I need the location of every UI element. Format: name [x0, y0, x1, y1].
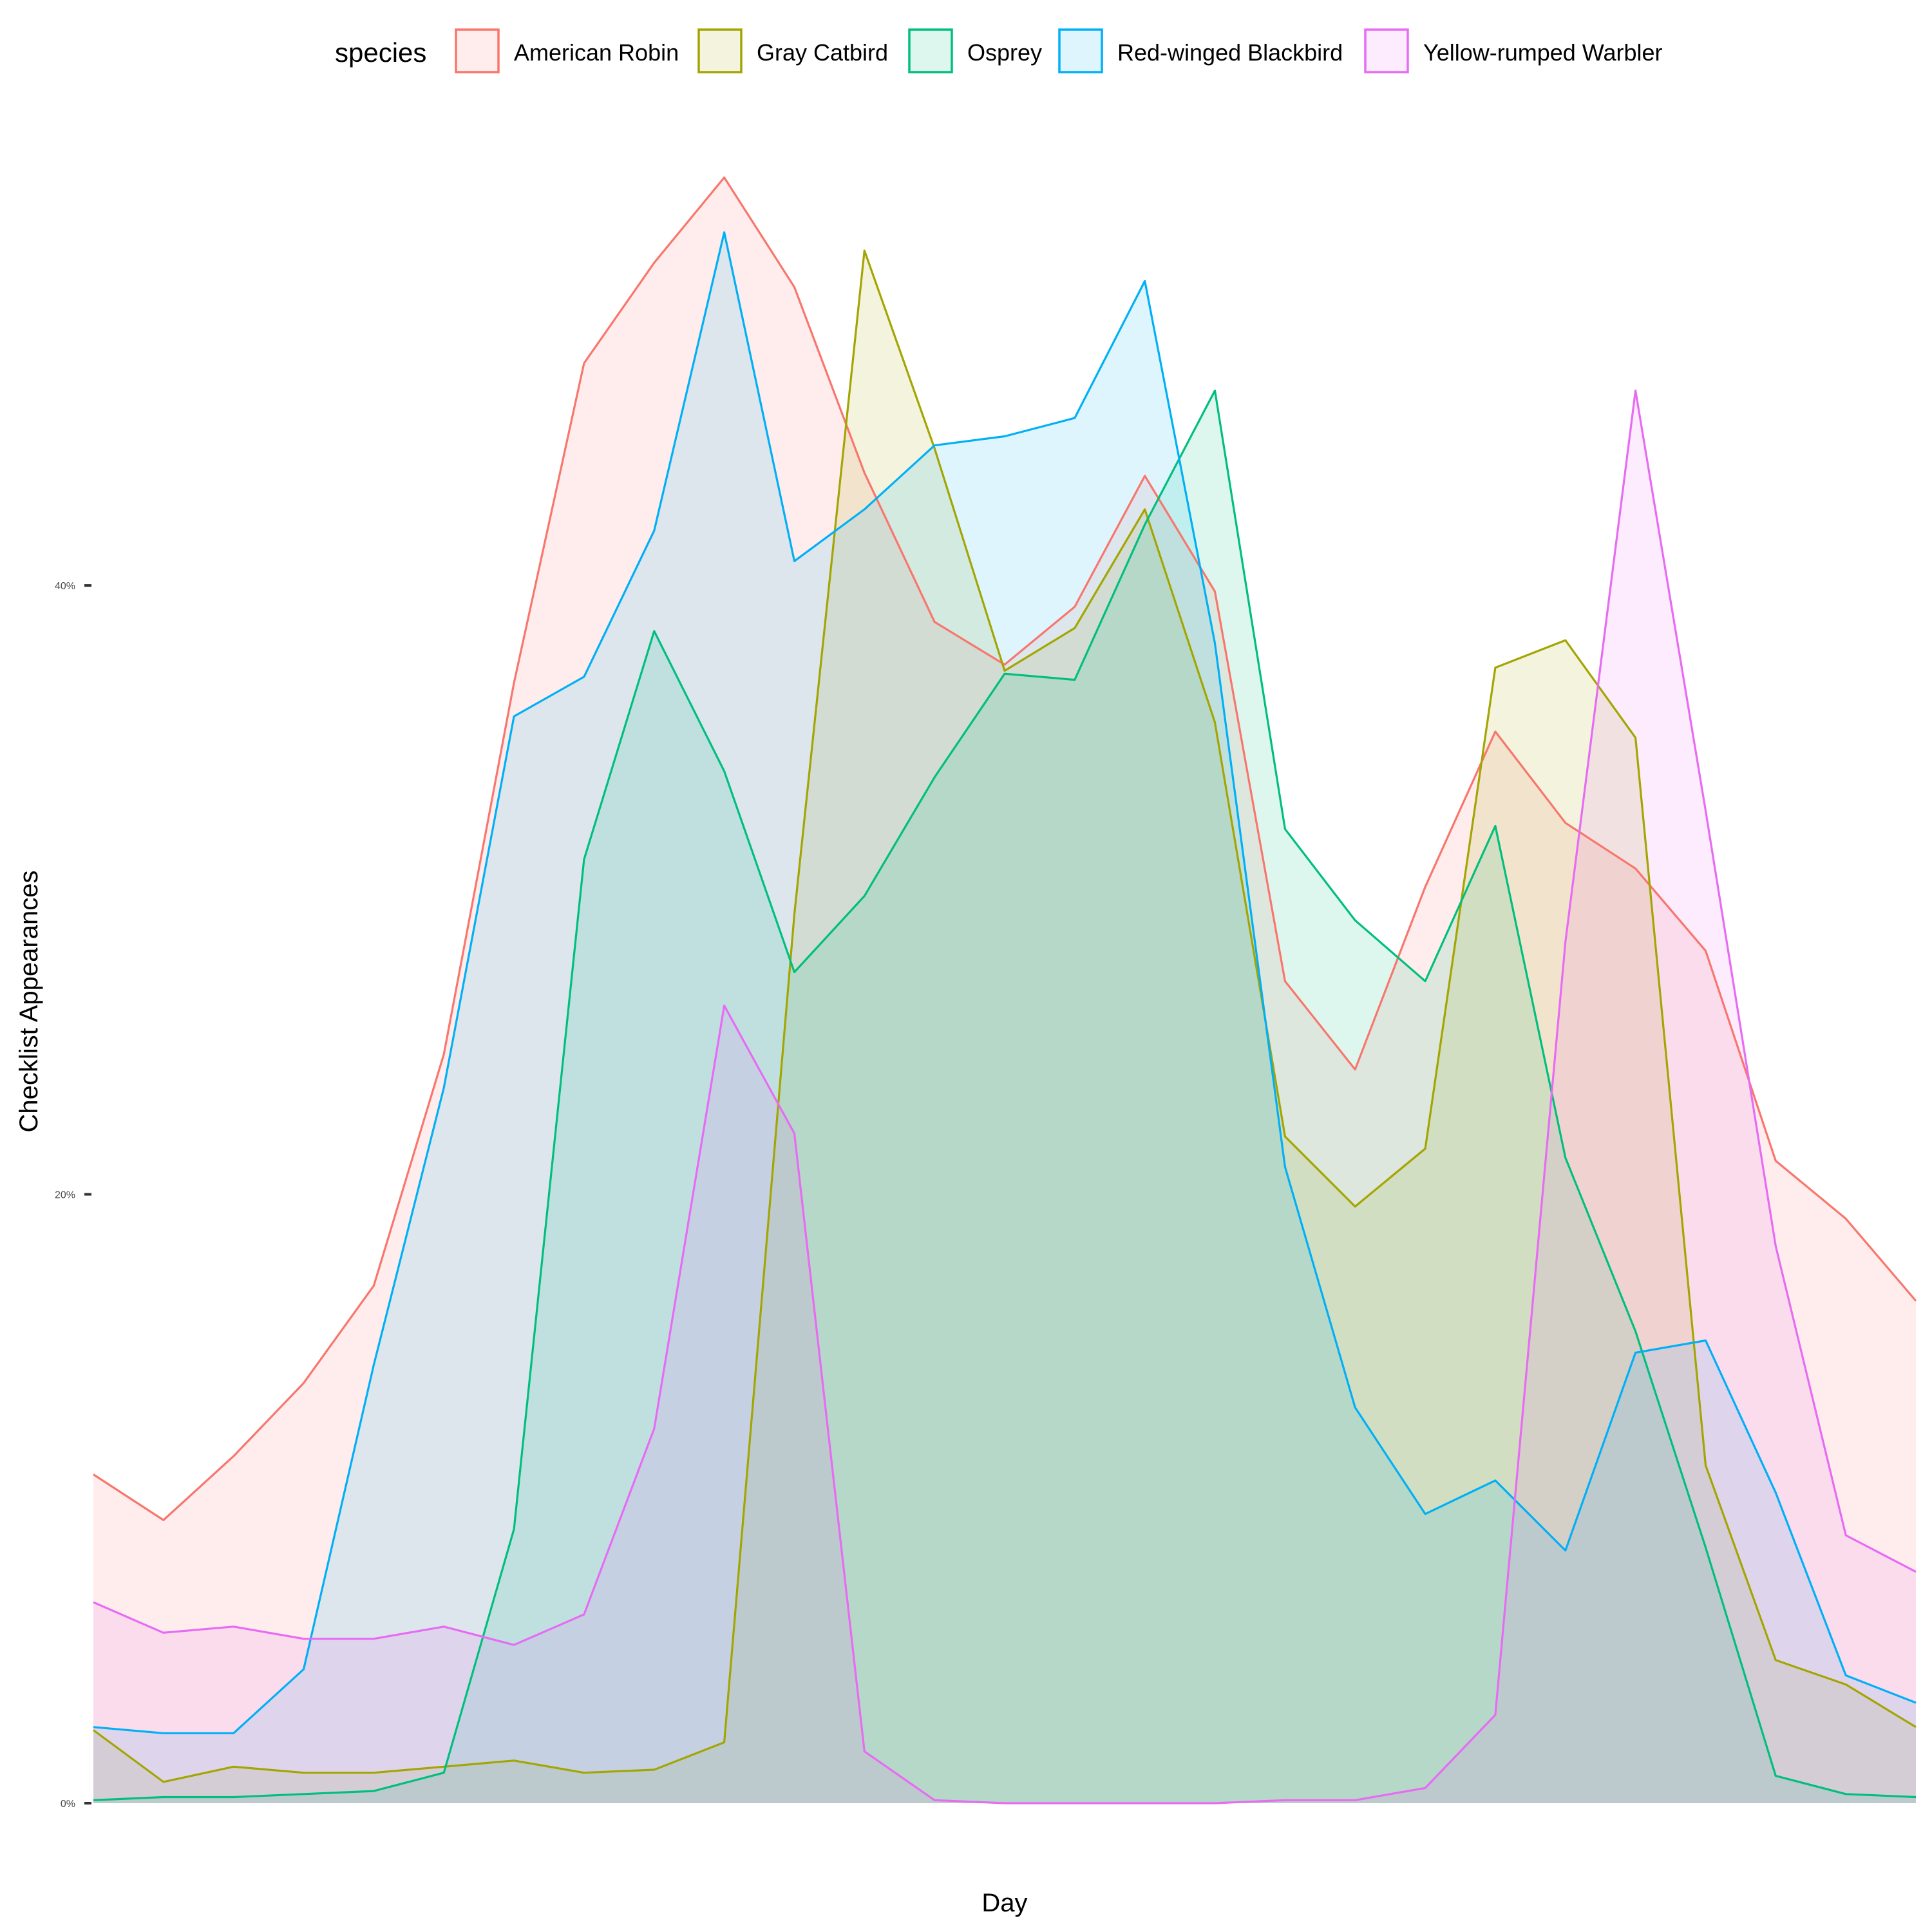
legend-key-gray-catbird — [697, 28, 743, 73]
legend-title: species — [335, 37, 426, 68]
y-axis: 0% 20% 40% — [55, 581, 91, 1810]
area-osprey — [93, 390, 1916, 1803]
line-american-robin — [93, 176, 1917, 1521]
legend-key-american-robin — [455, 28, 500, 73]
line-gray-catbird — [93, 249, 1917, 1783]
line-yellow-rumped-warbler — [93, 389, 1917, 1804]
legend-label-american-robin: American Robin — [514, 39, 679, 66]
y-tick-label: 20% — [55, 1190, 75, 1201]
legend-key-yellow-rumped-warbler — [1364, 28, 1409, 73]
legend-label-gray-catbird: Gray Catbird — [757, 39, 888, 66]
legend-label-osprey: Osprey — [967, 39, 1042, 66]
line-osprey — [93, 389, 1917, 1801]
area-red-winged-blackbird — [93, 232, 1916, 1804]
legend-key-osprey — [908, 28, 953, 73]
x-axis-title: Day — [981, 1889, 1027, 1917]
legend-label-yellow-rumped-warbler: Yellow-rumped Warbler — [1423, 39, 1662, 66]
legend-key-red-winged-blackbird — [1058, 28, 1103, 73]
area-gray-catbird — [93, 251, 1916, 1803]
legend: species American Robin Gray Catbird Osprey… — [335, 28, 1662, 73]
series-areas — [93, 177, 1916, 1804]
y-axis-title: Checklist Appearances — [15, 871, 43, 1133]
legend-item-red-winged-blackbird: Red-winged Blackbird — [1058, 28, 1343, 73]
y-tick-label: 0% — [61, 1799, 75, 1810]
legend-item-yellow-rumped-warbler: Yellow-rumped Warbler — [1364, 28, 1662, 73]
area-american-robin — [93, 177, 1916, 1803]
legend-label-red-winged-blackbird: Red-winged Blackbird — [1117, 39, 1343, 66]
series-lines — [93, 176, 1917, 1804]
legend-item-american-robin: American Robin — [455, 28, 679, 73]
legend-item-osprey: Osprey — [908, 28, 1042, 73]
line-red-winged-blackbird — [93, 231, 1917, 1734]
legend-item-gray-catbird: Gray Catbird — [697, 28, 888, 73]
y-tick-label: 40% — [55, 581, 75, 592]
